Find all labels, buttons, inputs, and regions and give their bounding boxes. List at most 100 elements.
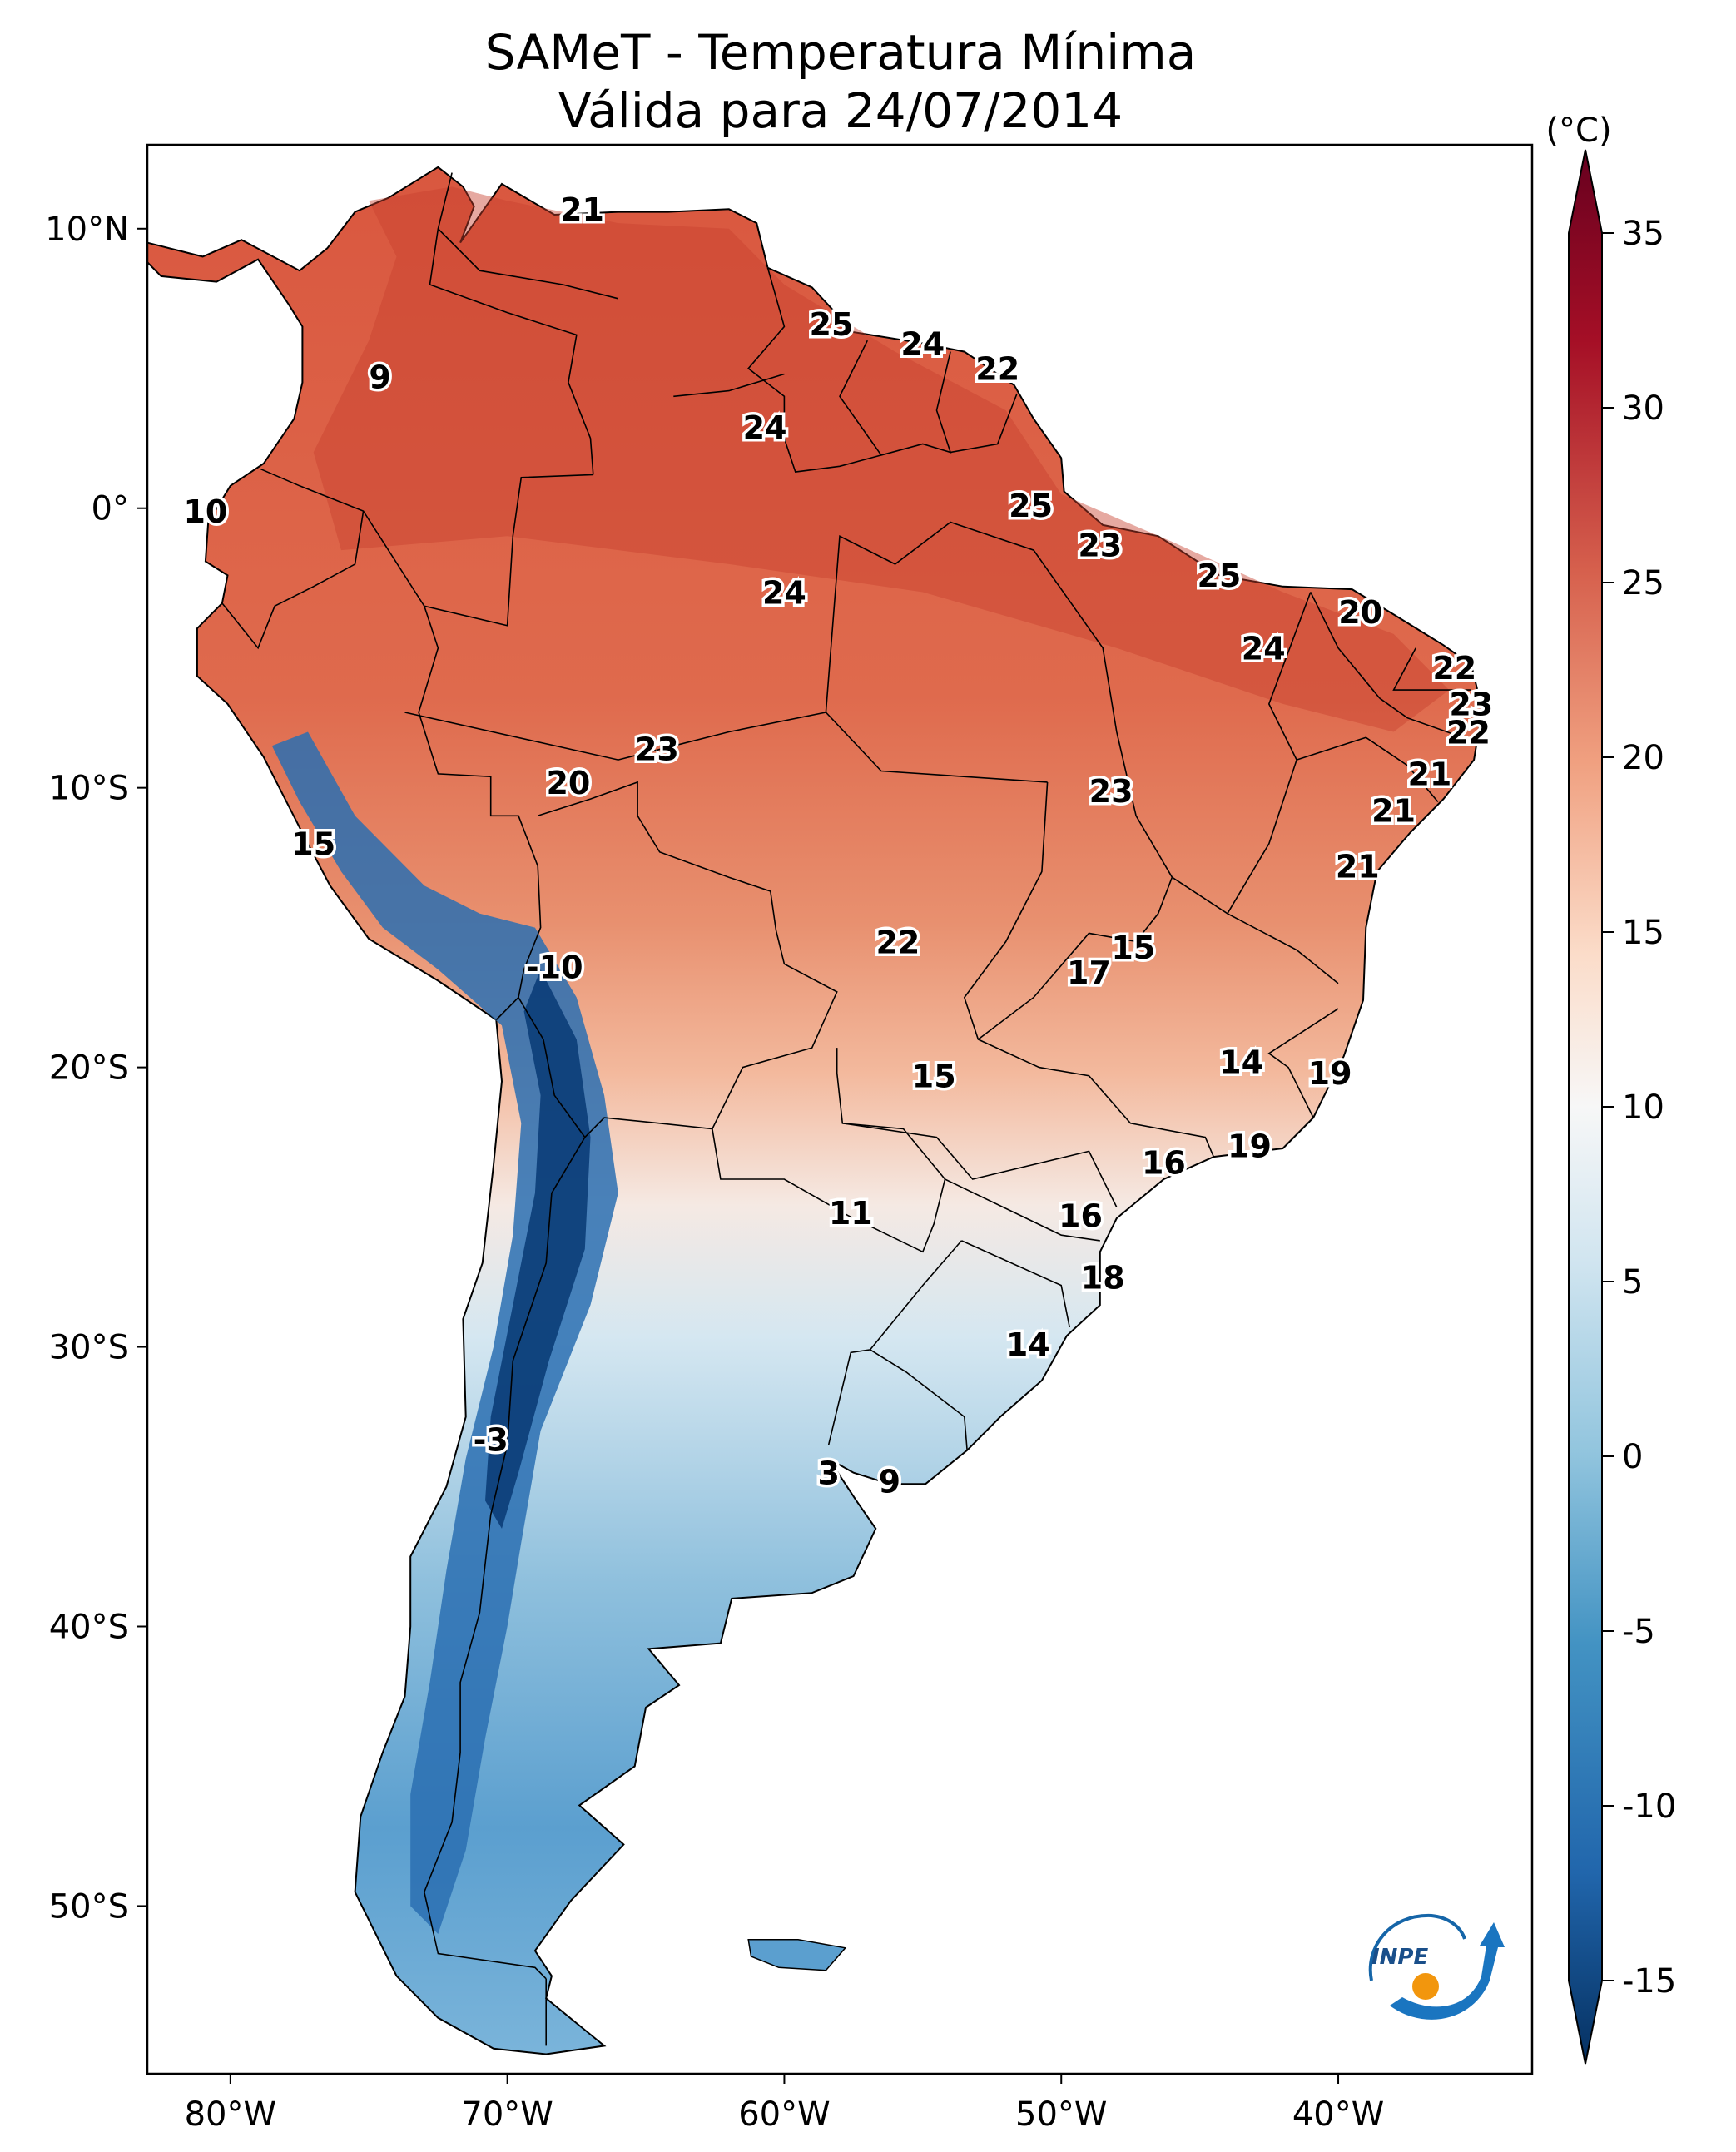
lon-tick-label: 40°W (1292, 2095, 1384, 2134)
border-line (945, 1178, 1100, 1242)
station-label: 21 (560, 191, 604, 228)
lon-tick-label: 60°W (738, 2095, 830, 2134)
map-frame (146, 143, 1534, 2075)
lat-tick-label: 10°N (45, 211, 129, 249)
logo-sun (1412, 1973, 1439, 2000)
station-label: 21 (1336, 849, 1380, 885)
colorbar-tick-label: -15 (1622, 1962, 1676, 2001)
border-line (870, 1349, 968, 1450)
station-label: 19 (1308, 1055, 1352, 1092)
lon-tick-label: 80°W (185, 2095, 276, 2134)
station-label: 23 (1089, 773, 1133, 810)
border-line (963, 781, 1215, 1158)
colorbar-tick-label: 5 (1622, 1263, 1643, 1302)
station-label: 25 (810, 306, 854, 343)
station-label: 25 (1197, 558, 1241, 594)
border-line (404, 712, 1048, 783)
colorbar-tick-label: 15 (1622, 914, 1664, 952)
lat-tick-label: 40°S (49, 1608, 129, 1646)
station-label: -3 (474, 1421, 508, 1458)
station-label: 23 (1449, 687, 1493, 723)
station-label: 25 (1009, 488, 1053, 524)
border-line (1379, 697, 1464, 738)
colorbar-tick-label: -5 (1622, 1613, 1655, 1651)
station-label: 20 (546, 765, 590, 801)
station-label: 16 (1059, 1198, 1103, 1235)
station-label: 10 (183, 493, 227, 530)
station-label: 9 (879, 1464, 900, 1500)
border-line (1296, 736, 1439, 803)
station-label: 24 (1242, 631, 1286, 667)
lat-tick-label: 0° (92, 490, 129, 528)
colorbar-tick-label: 35 (1622, 215, 1664, 253)
border-line (1310, 592, 1381, 699)
station-label: 14 (1219, 1044, 1263, 1081)
logo-text: INPE (1371, 1945, 1428, 1970)
lat-tick-label: 20°S (49, 1049, 129, 1088)
border-line (747, 267, 882, 473)
border-line (712, 1048, 946, 1253)
station-label: 22 (1432, 650, 1476, 687)
map-title: SAMeT - Temperatura Mínima Válida para 2… (150, 23, 1531, 140)
colorbar: 35 30 25 20 15 10 5 0 -5 -10 -15 (°C) (1545, 112, 1676, 2065)
border-line (418, 606, 542, 1021)
lat-tick-label: 30°S (49, 1329, 129, 1367)
lat-tick-label: 10°S (49, 770, 129, 808)
border-line (429, 172, 594, 475)
border-line (423, 1137, 586, 1980)
colorbar-unit: (°C) (1545, 112, 1611, 150)
station-label: 9 (369, 359, 390, 396)
longitude-axis: 80°W 70°W 60°W 50°W 40°W (185, 2074, 1384, 2134)
border-line (839, 340, 952, 456)
station-label: 14 (1006, 1326, 1050, 1363)
border-line (842, 1123, 1118, 1207)
station-label: 19 (1228, 1128, 1272, 1165)
station-label: 22 (875, 924, 920, 960)
station-label: 15 (291, 826, 335, 863)
border-line (1171, 876, 1339, 984)
border-line (977, 876, 1173, 1040)
station-label: 15 (1111, 930, 1155, 966)
station-label: 24 (762, 574, 806, 611)
colorbar-tick-label: 25 (1622, 564, 1664, 602)
station-label: 24 (743, 409, 787, 446)
colorbar-tick-label: -10 (1622, 1788, 1676, 1826)
colorbar-body (1568, 149, 1603, 2065)
colorbar-tick-label: 20 (1622, 739, 1664, 777)
station-label: 21 (1407, 756, 1451, 793)
colorbar-tick-label: 0 (1622, 1438, 1643, 1476)
station-label: 3 (817, 1455, 839, 1492)
border-line (1392, 647, 1471, 691)
station-label: 24 (900, 325, 945, 362)
station-label: 22 (975, 351, 1019, 388)
border-line (673, 373, 785, 398)
border-line (961, 1240, 1070, 1328)
colorbar-tick-label: 10 (1622, 1088, 1664, 1127)
map-title-line2: Válida para 24/07/2014 (558, 82, 1123, 139)
border-line (221, 510, 365, 650)
station-label: 18 (1081, 1259, 1125, 1296)
border-line (1267, 1008, 1339, 1118)
logo-arrow (1390, 1922, 1505, 2020)
map-title-line1: SAMeT - Temperatura Mínima (484, 24, 1197, 81)
station-label: 16 (1142, 1145, 1186, 1182)
warm-north-region (313, 186, 1450, 732)
inpe-logo: INPE (1368, 1913, 1505, 2020)
station-label: 21 (1371, 792, 1416, 829)
station-label: 20 (1338, 594, 1382, 631)
country-borders (221, 172, 1471, 2046)
station-label: 17 (1067, 955, 1111, 991)
lon-tick-label: 70°W (461, 2095, 553, 2134)
border-line (437, 228, 618, 300)
border-line (950, 393, 1018, 454)
station-label: 22 (1446, 714, 1490, 751)
falkland-islands (747, 1938, 847, 1971)
colorbar-tick-label: 30 (1622, 389, 1664, 428)
colorbar-ticks: 35 30 25 20 15 10 5 0 -5 -10 -15 (1602, 215, 1676, 2001)
station-label: 23 (1078, 527, 1122, 563)
lon-tick-label: 50°W (1015, 2095, 1107, 2134)
latitude-axis: 10°N 0° 10°S 20°S 30°S 40°S 50°S (45, 211, 147, 1926)
